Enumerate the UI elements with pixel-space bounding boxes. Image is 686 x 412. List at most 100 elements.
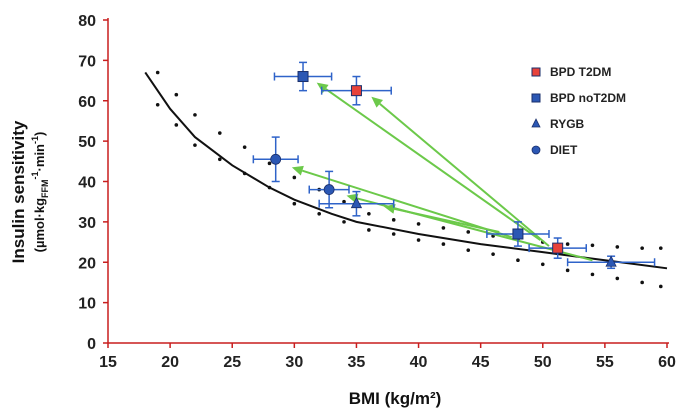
band-lower-dot: [615, 276, 620, 281]
y-tick-label: 20: [78, 255, 96, 272]
band-lower-dot: [540, 262, 545, 267]
band-lower-dot: [317, 212, 321, 216]
band-lower-dot: [565, 268, 570, 273]
band-lower-dot: [590, 272, 595, 277]
marker-bpd-not2dm: [297, 71, 309, 83]
arrow-shaft: [302, 169, 513, 239]
marker-diet: [270, 153, 282, 165]
data-points-layer: [252, 61, 656, 270]
y-axis-title: Insulin sensitivity: [9, 120, 28, 263]
band-upper-dot: [267, 161, 272, 166]
band-lower-dot: [491, 252, 495, 256]
arrow-shaft: [325, 88, 541, 241]
y-axis-units-mid: ·min: [32, 144, 47, 172]
fit-curve-layer: [144, 71, 668, 270]
band-upper-dot: [658, 246, 663, 250]
marker-bpd-t2dm: [350, 85, 362, 97]
legend-marker-bpd-t2dm: [531, 67, 541, 77]
y-axis-title-group: Insulin sensitivity (µmol·kgFFM-1·min-1): [9, 120, 50, 263]
band-lower-dot: [174, 123, 179, 127]
y-axis-units-sup1: -1: [30, 171, 40, 179]
data-point-bpd-not2dm: [486, 221, 550, 247]
band-upper-dot: [416, 222, 421, 226]
band-upper-dot: [218, 131, 222, 135]
band-lower-dot: [193, 143, 197, 147]
band-upper-dot: [640, 246, 644, 250]
legend-label-rygb: RYGB: [550, 117, 585, 131]
confidence-band: [155, 70, 663, 289]
arrow-head: [371, 96, 383, 108]
x-axis-title: BMI (kg/m²): [349, 389, 442, 408]
y-tick-label: 40: [78, 175, 96, 192]
data-point-diet: [308, 170, 350, 209]
band-upper-dot: [590, 243, 595, 248]
axes: 15 20 25 30 35 40 45 50 55 60 0 10 20 30 40 50 60 70 80: [78, 13, 676, 371]
y-tick-label: 30: [78, 215, 96, 232]
data-point-rygb: [566, 255, 656, 270]
data-point-rygb: [318, 190, 395, 217]
band-upper-dot: [292, 175, 297, 180]
band-lower-dot: [516, 258, 520, 263]
y-axis-units-sup2: -1: [30, 136, 40, 144]
band-upper-dot: [565, 242, 570, 246]
band-upper-dot: [342, 199, 346, 204]
y-axis-units-sub: FFM: [40, 179, 50, 198]
band-lower-dot: [367, 228, 371, 232]
band-upper-dot: [615, 245, 620, 249]
x-tick-label: 55: [596, 354, 614, 371]
band-upper-dot: [242, 145, 247, 149]
band-upper-dot: [391, 218, 396, 222]
band-lower-dot: [416, 238, 421, 242]
band-upper-dot: [367, 212, 371, 216]
band-lower-dot: [658, 284, 663, 289]
legend: BPD T2DM BPD noT2DM RYGB DIET: [531, 65, 626, 157]
band-lower-dot: [466, 248, 471, 252]
legend-label-diet: DIET: [550, 143, 578, 157]
y-tick-label: 70: [78, 53, 96, 70]
data-point-bpd-t2dm: [320, 75, 392, 106]
legend-label-bpd-not2dm: BPD noT2DM: [550, 91, 626, 105]
band-upper-dot: [155, 70, 160, 75]
x-tick-label: 30: [285, 354, 303, 371]
y-tick-label: 50: [78, 134, 96, 151]
arrow-head: [291, 165, 304, 176]
x-tick-label: 25: [223, 354, 241, 371]
marker-diet: [323, 184, 335, 195]
data-point-bpd-not2dm: [273, 61, 333, 92]
band-lower-dot: [292, 201, 297, 206]
arrow-head: [316, 82, 329, 94]
band-lower-dot: [441, 242, 446, 246]
band-upper-dot: [466, 230, 471, 234]
x-tick-label: 35: [348, 354, 366, 371]
fit-curve: [144, 71, 668, 270]
legend-marker-bpd-not2dm: [531, 93, 541, 103]
band-lower-dot: [640, 280, 644, 285]
legend-label-bpd-t2dm: BPD T2DM: [550, 65, 611, 79]
x-tick-label: 15: [99, 354, 117, 371]
y-axis-units-prefix: (µmol·kg: [32, 198, 47, 252]
band-upper-dot: [174, 92, 179, 97]
marker-rygb: [350, 196, 363, 209]
band-lower-dot: [391, 232, 396, 236]
y-axis-units: (µmol·kgFFM-1·min-1): [30, 132, 50, 253]
y-tick-label: 0: [87, 336, 96, 353]
marker-bpd-not2dm: [512, 228, 524, 240]
marker-rygb: [605, 255, 617, 267]
legend-marker-rygb: [531, 118, 541, 128]
band-lower-dot: [155, 102, 160, 107]
x-tick-label: 40: [410, 354, 428, 371]
y-axis-units-end: ): [32, 132, 47, 136]
x-tick-label: 20: [161, 354, 179, 371]
band-lower-dot: [342, 220, 346, 224]
x-tick-label: 50: [534, 354, 552, 371]
y-tick-label: 80: [78, 13, 96, 30]
y-tick-label: 60: [78, 94, 96, 111]
data-point-bpd-t2dm: [528, 237, 588, 259]
data-point-diet: [252, 136, 299, 183]
band-lower-dot: [218, 157, 222, 162]
marker-bpd-t2dm: [552, 242, 564, 254]
y-tick-label: 10: [78, 296, 96, 313]
legend-marker-diet: [531, 145, 541, 155]
band-upper-dot: [193, 113, 197, 117]
